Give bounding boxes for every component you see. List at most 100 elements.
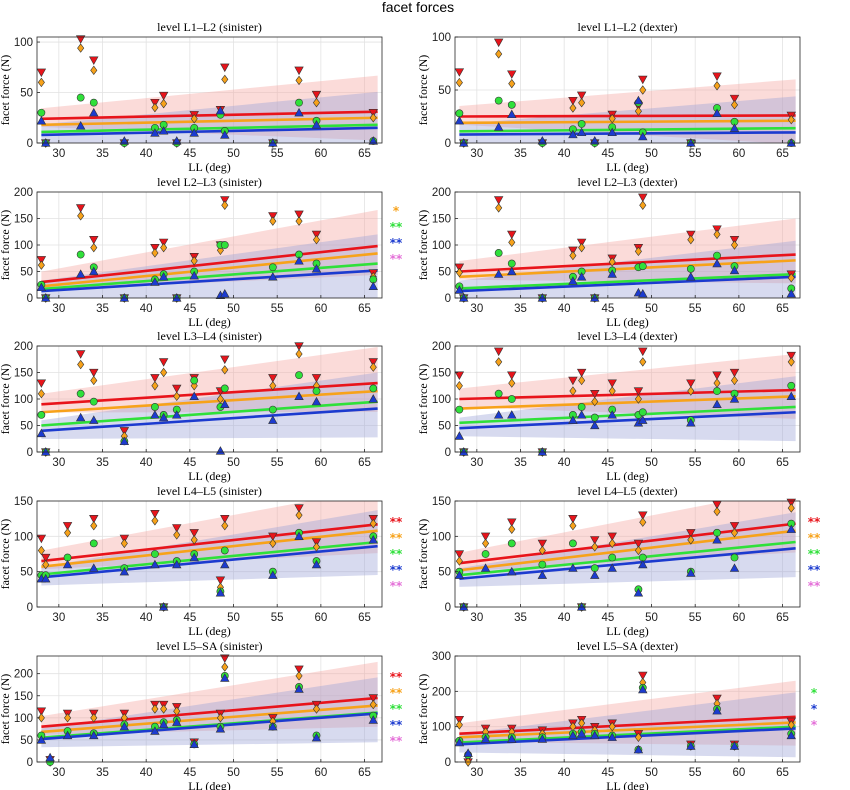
x-tick-label: 35 bbox=[96, 303, 109, 315]
trend-line-orange bbox=[459, 721, 796, 739]
y-tick-label: 150 bbox=[14, 496, 33, 508]
point-blue bbox=[454, 285, 465, 294]
significance-pink: ** bbox=[808, 579, 821, 593]
x-tick-label: 30 bbox=[52, 303, 65, 315]
point-orange bbox=[455, 556, 463, 566]
point-red bbox=[75, 350, 86, 359]
point-orange bbox=[90, 375, 98, 386]
point-green bbox=[538, 560, 547, 569]
point-blue bbox=[537, 447, 548, 456]
point-red bbox=[220, 515, 230, 524]
significance-green: ** bbox=[390, 702, 403, 716]
point-blue bbox=[220, 559, 230, 569]
point-blue bbox=[36, 428, 47, 438]
y-tick-label: 100 bbox=[14, 713, 33, 725]
point-red bbox=[268, 532, 278, 542]
point-green bbox=[89, 98, 98, 107]
point-blue bbox=[568, 415, 578, 424]
point-blue bbox=[172, 559, 182, 569]
point-orange bbox=[687, 386, 695, 396]
point-orange bbox=[634, 394, 642, 404]
point-blue bbox=[36, 735, 47, 744]
point-blue bbox=[150, 410, 160, 419]
trend-line-blue bbox=[459, 131, 796, 136]
trend-line-blue bbox=[41, 544, 378, 579]
point-blue bbox=[729, 123, 740, 132]
point-blue bbox=[36, 115, 47, 125]
point-blue bbox=[459, 138, 469, 147]
point-orange bbox=[578, 375, 586, 386]
x-tick-label: 50 bbox=[227, 612, 240, 624]
chart-panel: 30 35 40 45 50 55 60 65 0 50 100 150 200 level L2–L3 … bbox=[416, 175, 801, 329]
x-tick-label: 45 bbox=[601, 457, 614, 469]
point-blue bbox=[459, 602, 469, 611]
point-blue bbox=[729, 394, 740, 403]
point-red bbox=[75, 35, 86, 44]
point-blue bbox=[729, 265, 740, 275]
point-orange bbox=[569, 250, 577, 261]
plot-content bbox=[41, 75, 378, 143]
y-tick-label: 50 bbox=[438, 267, 451, 279]
point-green bbox=[507, 395, 516, 403]
point-blue bbox=[493, 410, 504, 419]
x-tick-label: 45 bbox=[183, 148, 196, 160]
x-tick-label: 65 bbox=[358, 303, 371, 315]
point-red bbox=[607, 379, 617, 388]
point-orange bbox=[295, 75, 303, 86]
point-green bbox=[455, 405, 464, 414]
x-tick-label: 30 bbox=[470, 303, 483, 315]
point-orange bbox=[713, 81, 721, 91]
trend-line-green bbox=[41, 540, 378, 576]
y-tick-label: 200 bbox=[14, 669, 33, 681]
point-green bbox=[507, 259, 516, 268]
x-tick-label: 65 bbox=[776, 148, 789, 160]
point-blue bbox=[172, 293, 182, 302]
point-red bbox=[454, 68, 465, 77]
x-tick-label: 65 bbox=[358, 612, 371, 624]
point-blue bbox=[268, 271, 278, 281]
point-orange bbox=[90, 713, 98, 723]
point-orange bbox=[713, 506, 721, 517]
x-tick-label: 35 bbox=[514, 303, 527, 315]
point-blue bbox=[172, 136, 182, 145]
point-orange bbox=[295, 671, 303, 681]
point-blue bbox=[220, 673, 230, 682]
point-green bbox=[638, 262, 647, 271]
y-tick-label: 200 bbox=[432, 187, 451, 199]
x-tick-label: 55 bbox=[689, 612, 702, 624]
axes-box bbox=[454, 500, 801, 608]
point-red bbox=[729, 94, 740, 104]
point-red bbox=[638, 671, 648, 681]
point-blue bbox=[119, 721, 130, 731]
significance-blue: ** bbox=[390, 236, 403, 250]
y-tick-label: 0 bbox=[445, 757, 451, 769]
point-red bbox=[786, 351, 796, 361]
trend-line-green bbox=[459, 540, 796, 577]
y-tick-label: 100 bbox=[432, 394, 451, 406]
x-tick-label: 45 bbox=[601, 148, 614, 160]
point-blue bbox=[311, 120, 322, 129]
point-green bbox=[295, 98, 303, 107]
point-orange bbox=[151, 704, 159, 714]
point-green bbox=[220, 384, 229, 393]
point-red bbox=[89, 368, 99, 378]
x-tick-label: 65 bbox=[358, 148, 371, 160]
point-orange bbox=[37, 77, 45, 88]
point-blue bbox=[158, 719, 169, 729]
point-blue bbox=[215, 105, 226, 115]
significance-green: ** bbox=[390, 547, 403, 561]
y-tick-label: 0 bbox=[27, 757, 33, 769]
point-red bbox=[590, 536, 600, 545]
trend-line-green bbox=[41, 400, 378, 427]
point-orange bbox=[369, 362, 377, 372]
x-axis-label: LL (deg) bbox=[606, 315, 649, 329]
point-red bbox=[729, 368, 740, 378]
point-orange bbox=[508, 78, 516, 89]
point-blue bbox=[576, 127, 587, 137]
point-blue bbox=[311, 396, 322, 406]
point-blue bbox=[729, 563, 740, 572]
y-axis-label: facet force (N) bbox=[0, 55, 12, 126]
point-green bbox=[686, 264, 695, 273]
x-axis-label: LL (deg) bbox=[188, 160, 231, 174]
point-orange bbox=[37, 545, 45, 556]
